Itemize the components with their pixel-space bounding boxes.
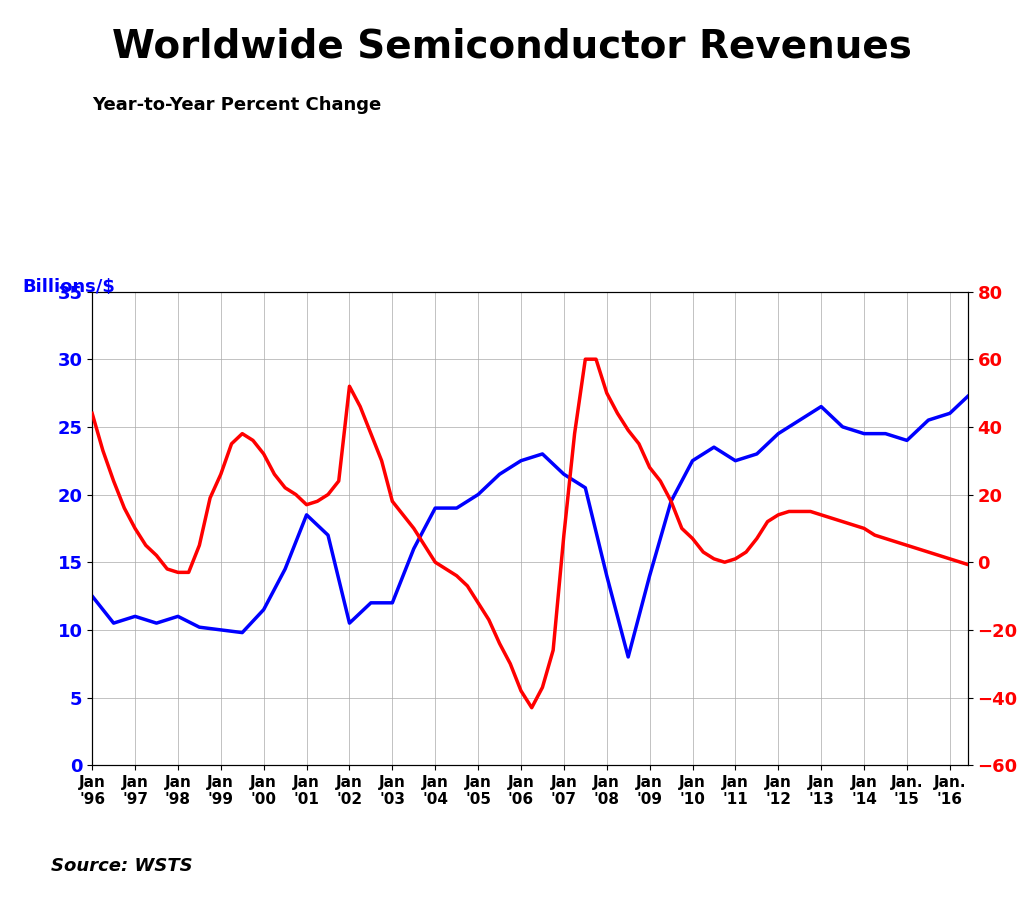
Text: Billions/$: Billions/$ — [23, 278, 116, 296]
Text: Source: WSTS: Source: WSTS — [51, 856, 193, 875]
Text: Year-to-Year Percent Change: Year-to-Year Percent Change — [92, 96, 381, 114]
Text: Worldwide Semiconductor Revenues: Worldwide Semiconductor Revenues — [112, 27, 912, 66]
